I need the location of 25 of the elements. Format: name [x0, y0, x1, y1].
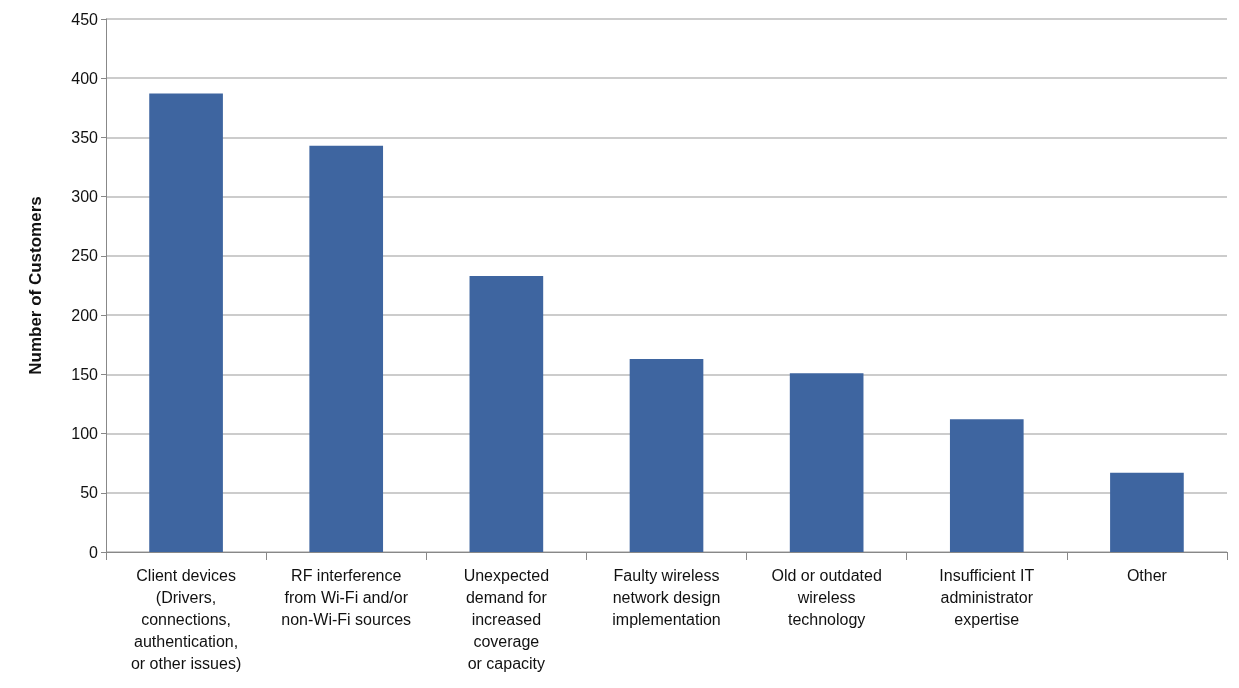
y-tick-label: 350	[71, 128, 99, 146]
bar	[469, 276, 544, 552]
y-tick-label: 100	[71, 425, 99, 443]
bar	[949, 419, 1024, 552]
y-tick-label: 400	[71, 69, 99, 87]
x-tick-label: Old or outdated wireless technology	[771, 566, 882, 628]
y-tick-label: 150	[71, 365, 99, 383]
bar	[1110, 472, 1184, 552]
y-tick-label: 300	[71, 188, 99, 206]
y-tick-label: 450	[71, 10, 99, 28]
x-tick-label: Other	[1126, 566, 1168, 584]
x-tick-label: Insufficient IT administrator expertise	[939, 566, 1035, 628]
y-tick-label: 0	[89, 543, 99, 561]
y-tick-label: 200	[71, 306, 99, 324]
y-tick-label: 250	[71, 247, 99, 265]
y-tick-label: 50	[80, 484, 99, 502]
y-axis-title: Number of Customers	[26, 196, 45, 375]
x-tick-label: RF interference from Wi-Fi and/or non-Wi-Fi sources	[281, 566, 412, 628]
bar	[309, 145, 384, 552]
bar	[789, 373, 864, 552]
bar	[629, 358, 704, 552]
x-tick-label: Unexpected demand for increased coverage or capacity	[463, 566, 550, 672]
x-tick-label: Faulty wireless network design implementation	[612, 566, 721, 628]
x-tick-label: Client devices (Drivers, connections, authentication, or other issues)	[130, 566, 242, 672]
bar	[149, 93, 223, 552]
